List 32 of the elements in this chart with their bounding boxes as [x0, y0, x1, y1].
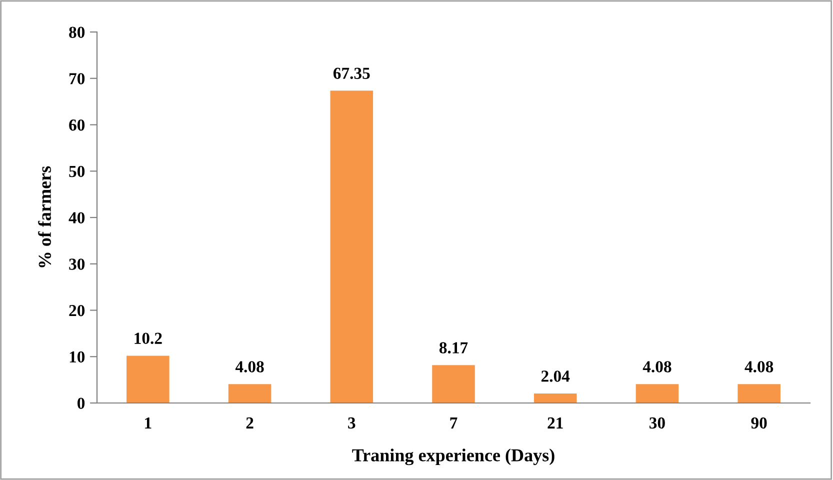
- y-tick-label: 20: [69, 304, 85, 316]
- y-tick-label: 30: [69, 258, 85, 270]
- data-label: 8.17: [439, 342, 468, 354]
- data-label: 67.35: [333, 68, 370, 80]
- y-tick-label: 70: [69, 73, 85, 84]
- data-label: 4.08: [744, 361, 774, 372]
- x-tick-label: 21: [548, 417, 563, 428]
- y-tick-label: 0: [77, 398, 85, 409]
- y-tick-label: 60: [69, 119, 85, 131]
- y-tick-label: 10: [70, 351, 85, 363]
- data-label: 10.2: [134, 332, 162, 344]
- bar: [738, 384, 780, 403]
- x-tick-label: 7: [450, 418, 458, 428]
- x-tick-label: 30: [650, 417, 665, 429]
- y-tick-label: 50: [69, 166, 85, 178]
- bar: [636, 384, 679, 403]
- bar: [432, 365, 475, 403]
- y-axis-title: % of farmers: [38, 166, 52, 268]
- bar: [330, 90, 374, 403]
- x-tick-label: 90: [751, 417, 767, 429]
- data-label: 4.08: [642, 361, 672, 372]
- x-tick-label: 1: [145, 417, 152, 428]
- bar: [228, 384, 272, 403]
- y-tick-label: 80: [69, 26, 85, 38]
- x-tick-label: 2: [246, 417, 254, 428]
- x-axis-title: Traning experience (Days): [352, 448, 554, 466]
- data-label: 4.08: [235, 361, 264, 372]
- bar: [534, 394, 577, 403]
- data-label: 2.04: [541, 370, 570, 382]
- x-tick-label: 3: [348, 417, 356, 429]
- y-tick-label: 40: [68, 212, 85, 224]
- bar: [126, 356, 170, 403]
